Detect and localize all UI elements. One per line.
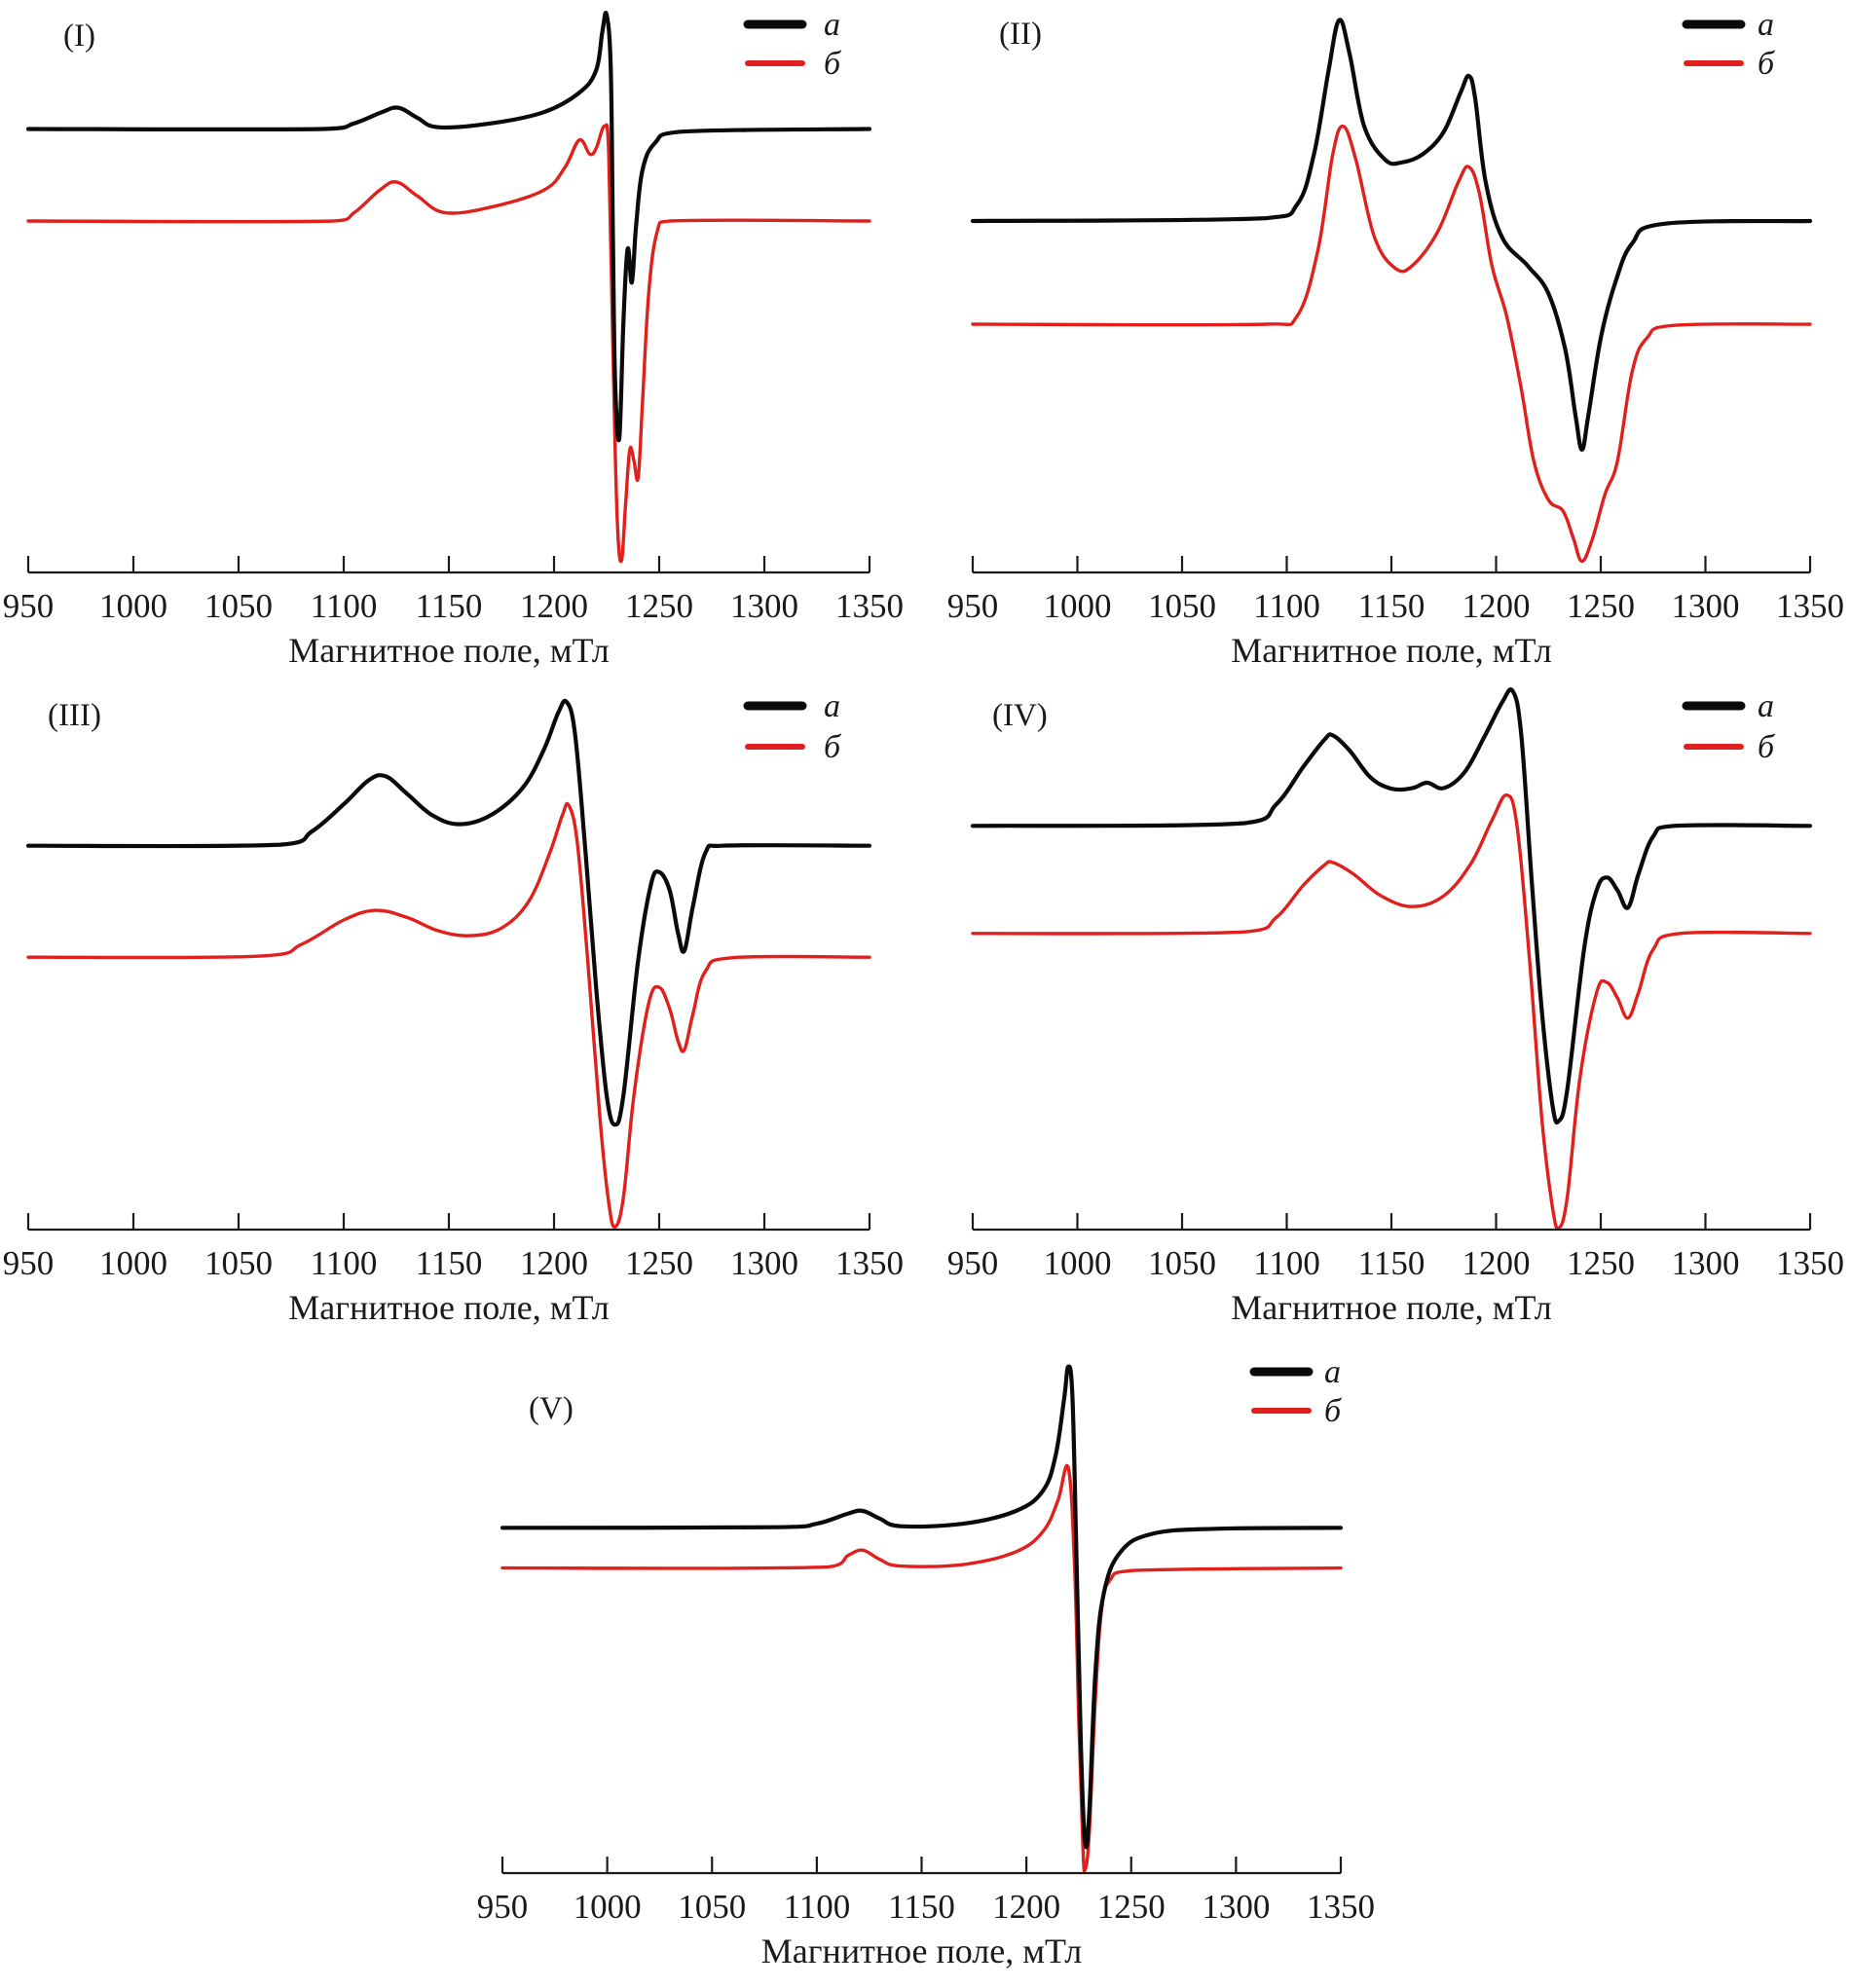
series-b-line (971, 124, 1812, 564)
legend-label-a: а (824, 7, 840, 43)
x-tick-label: 1000 (574, 1888, 642, 1926)
x-axis-title: Магнитное поле, мТл (288, 1288, 609, 1327)
x-tick-label: 1150 (416, 587, 483, 625)
x-tick-label: 1050 (204, 1244, 273, 1282)
x-axis-title: Магнитное поле, мТл (1231, 631, 1551, 670)
spectrum-panel-2: 950 1000 1050 1100 1150 1200 1250 1300 1350 Магни… (947, 7, 1844, 670)
series-a-line (500, 1364, 1344, 1850)
x-tick-label: 1000 (1044, 587, 1112, 625)
x-axis-title: Магнитное поле, мТл (761, 1932, 1082, 1970)
panel-label: (V) (529, 1391, 574, 1426)
panel-label: (III) (48, 698, 101, 733)
legend: аб (743, 7, 842, 82)
series-b-line (26, 123, 871, 564)
legend-label-b: б (1324, 1393, 1343, 1429)
x-tick-label: 1050 (1148, 1244, 1216, 1282)
x-tick-label: 1200 (520, 587, 588, 625)
x-tick-label: 1000 (99, 1244, 167, 1282)
series-b-line (971, 793, 1812, 1231)
panel-label: (I) (63, 18, 95, 54)
x-tick-label: 1150 (1358, 1244, 1425, 1282)
x-tick-label: 1150 (888, 1888, 955, 1926)
x-tick-label: 1250 (1567, 587, 1635, 625)
legend-label-a: а (1758, 7, 1774, 43)
x-tick-label: 1350 (1776, 1244, 1844, 1282)
x-tick-label: 1100 (311, 587, 378, 625)
x-tick-label: 1200 (1462, 587, 1531, 625)
x-tick-label: 1000 (99, 587, 167, 625)
x-axis-title: Магнитное поле, мТл (288, 631, 609, 670)
series-a-line (970, 686, 1813, 1125)
series-a-line (970, 18, 1813, 452)
x-tick-label: 1350 (1307, 1888, 1375, 1926)
spectrum-panel-5: 950 1000 1050 1100 1150 1200 1250 1300 1350 Магни… (477, 1354, 1375, 1970)
x-tick-label: 1150 (416, 1244, 483, 1282)
legend-label-a: а (824, 688, 840, 724)
x-tick-label: 1050 (678, 1888, 746, 1926)
spectrum-panel-1: 950 1000 1050 1100 1150 1200 1250 1300 1350 Магни… (3, 7, 904, 670)
spectrum-panel-3: 950 1000 1050 1100 1150 1200 1250 1300 1350 Магни… (3, 688, 904, 1327)
legend: аб (1249, 1354, 1343, 1429)
x-tick-label: 1100 (784, 1888, 851, 1926)
x-tick-label: 1000 (1044, 1244, 1112, 1282)
x-tick-label: 950 (477, 1888, 529, 1926)
series-b-line (26, 801, 871, 1229)
x-tick-label: 1250 (1567, 1244, 1635, 1282)
x-tick-label: 1100 (1253, 587, 1320, 625)
x-tick-label: 1300 (730, 587, 798, 625)
x-tick-label: 1100 (311, 1244, 378, 1282)
x-tick-label: 1250 (625, 587, 693, 625)
x-tick-label: 950 (947, 1244, 999, 1282)
x-tick-label: 950 (947, 587, 999, 625)
legend-label-a: а (1758, 688, 1774, 724)
x-tick-label: 950 (3, 1244, 55, 1282)
x-tick-label: 950 (3, 587, 55, 625)
x-tick-label: 1150 (1358, 587, 1425, 625)
x-tick-label: 1250 (1097, 1888, 1166, 1926)
x-tick-label: 1200 (520, 1244, 588, 1282)
x-tick-label: 1100 (1253, 1244, 1320, 1282)
x-tick-label: 1300 (1672, 1244, 1740, 1282)
legend: аб (743, 688, 842, 765)
x-tick-label: 1050 (1148, 587, 1216, 625)
x-tick-label: 1350 (1776, 587, 1844, 625)
x-tick-label: 1300 (1202, 1888, 1270, 1926)
x-tick-label: 1300 (1672, 587, 1740, 625)
series-a-line (25, 11, 872, 443)
legend-label-b: б (824, 46, 842, 82)
legend-label-b: б (1758, 729, 1776, 765)
x-tick-label: 1200 (1462, 1244, 1531, 1282)
legend-label-b: б (1758, 46, 1776, 82)
legend: аб (1682, 688, 1776, 765)
x-tick-label: 1300 (730, 1244, 798, 1282)
panel-label: (IV) (992, 698, 1048, 733)
legend: аб (1682, 7, 1776, 82)
x-tick-label: 1200 (992, 1888, 1060, 1926)
series-a-line (25, 698, 872, 1127)
legend-label-a: а (1324, 1354, 1341, 1390)
x-tick-label: 1350 (835, 587, 904, 625)
legend-label-b: б (824, 729, 842, 765)
x-tick-label: 1250 (625, 1244, 693, 1282)
x-axis-title: Магнитное поле, мТл (1231, 1288, 1551, 1327)
x-tick-label: 1350 (835, 1244, 904, 1282)
x-tick-label: 1050 (204, 587, 273, 625)
spectrum-panel-4: 950 1000 1050 1100 1150 1200 1250 1300 1350 Магни… (947, 686, 1844, 1327)
panel-label: (II) (999, 17, 1042, 52)
